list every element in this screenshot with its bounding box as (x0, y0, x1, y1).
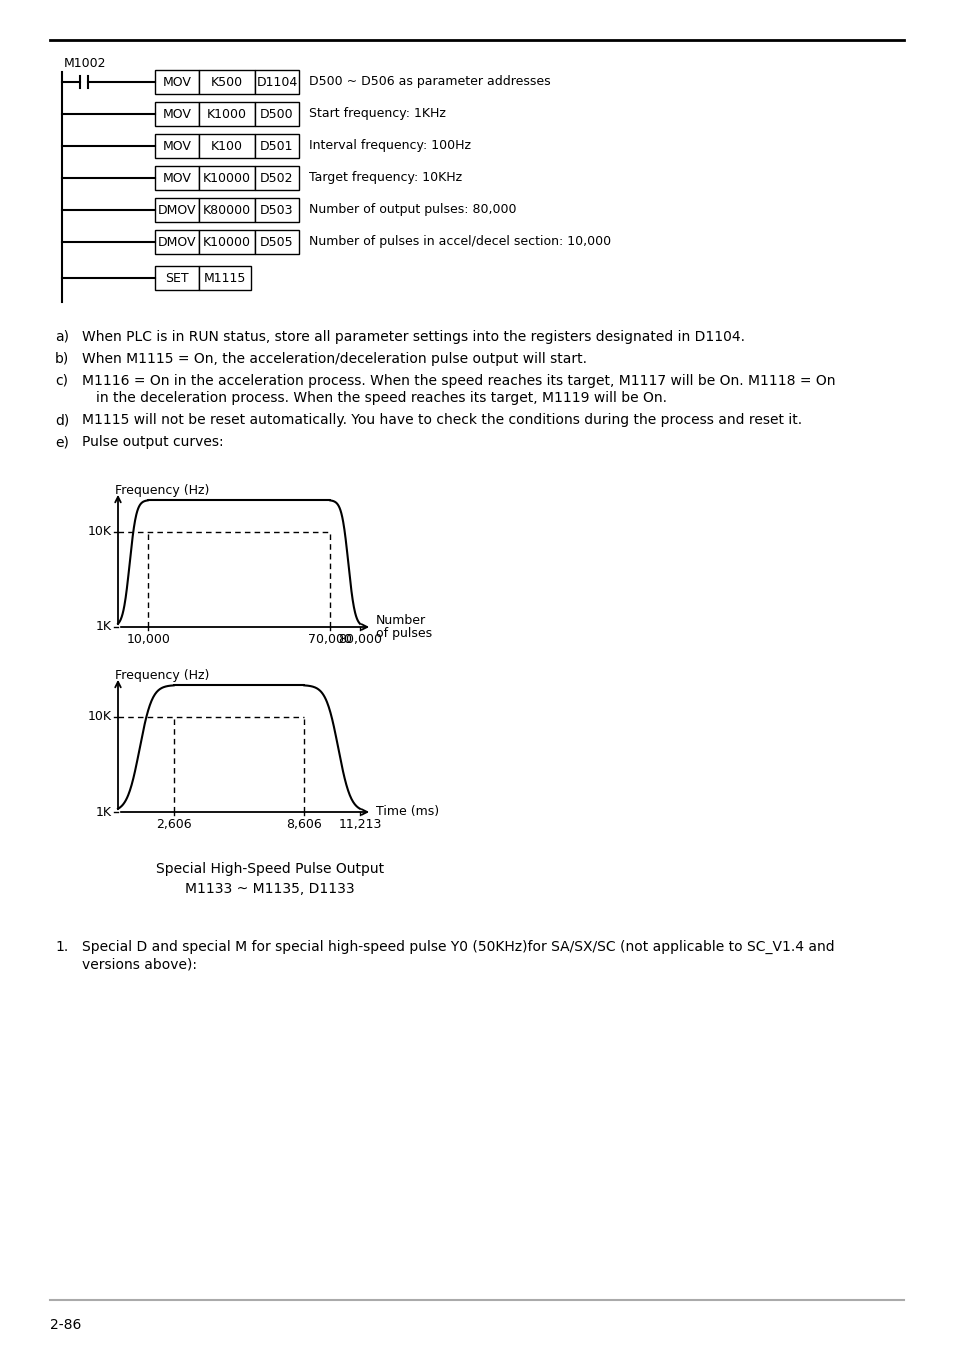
Bar (254, 166, 298, 190)
Text: 1K: 1K (96, 806, 112, 818)
Text: M1133 ~ M1135, D1133: M1133 ~ M1135, D1133 (185, 882, 355, 896)
Bar (254, 230, 298, 254)
Text: 70,000: 70,000 (308, 633, 352, 647)
Text: e): e) (55, 435, 69, 450)
Bar (199, 70, 254, 95)
Text: MOV: MOV (162, 108, 192, 120)
Bar (154, 103, 199, 126)
Text: DMOV: DMOV (157, 204, 196, 216)
Text: MOV: MOV (162, 139, 192, 153)
Text: Special D and special M for special high-speed pulse Y0 (50KHz)for SA/SX/SC (not: Special D and special M for special high… (82, 940, 834, 954)
Text: Frequency (Hz): Frequency (Hz) (115, 485, 209, 497)
Text: K10000: K10000 (203, 171, 251, 185)
Text: D502: D502 (260, 171, 294, 185)
Text: versions above):: versions above): (82, 958, 196, 972)
Text: in the deceleration process. When the speed reaches its target, M1119 will be On: in the deceleration process. When the sp… (96, 392, 666, 405)
Bar (199, 266, 251, 290)
Text: Number of pulses in accel/decel section: 10,000: Number of pulses in accel/decel section:… (309, 235, 611, 248)
Text: a): a) (55, 329, 69, 344)
Text: D501: D501 (260, 139, 294, 153)
Text: SET: SET (165, 271, 189, 285)
Bar (154, 266, 199, 290)
Text: Number: Number (375, 614, 426, 628)
Text: 2-86: 2-86 (50, 1318, 81, 1332)
Text: D1104: D1104 (256, 76, 297, 89)
Bar (154, 166, 199, 190)
Text: Interval frequency: 100Hz: Interval frequency: 100Hz (309, 139, 471, 153)
Text: When PLC is in RUN status, store all parameter settings into the registers desig: When PLC is in RUN status, store all par… (82, 329, 744, 344)
Text: M1115: M1115 (204, 271, 246, 285)
Bar (254, 70, 298, 95)
Text: d): d) (55, 413, 70, 427)
Text: D505: D505 (260, 235, 294, 248)
Text: Frequency (Hz): Frequency (Hz) (115, 670, 209, 682)
Text: 8,606: 8,606 (286, 818, 321, 832)
Text: K1000: K1000 (207, 108, 247, 120)
Text: Start frequency: 1KHz: Start frequency: 1KHz (309, 108, 445, 120)
Text: 10,000: 10,000 (126, 633, 170, 647)
Text: MOV: MOV (162, 76, 192, 89)
Text: M1002: M1002 (64, 57, 107, 70)
Text: 2,606: 2,606 (156, 818, 192, 832)
Text: b): b) (55, 352, 70, 366)
Text: 80,000: 80,000 (337, 633, 381, 647)
Text: M1116 = On in the acceleration process. When the speed reaches its target, M1117: M1116 = On in the acceleration process. … (82, 374, 835, 387)
Bar (154, 198, 199, 221)
Text: 11,213: 11,213 (338, 818, 381, 832)
Text: 1.: 1. (55, 940, 69, 954)
Text: K500: K500 (211, 76, 243, 89)
Text: Target frequency: 10KHz: Target frequency: 10KHz (309, 171, 461, 185)
Text: K80000: K80000 (203, 204, 251, 216)
Text: M1115 will not be reset automatically. You have to check the conditions during t: M1115 will not be reset automatically. Y… (82, 413, 801, 427)
Text: 10K: 10K (88, 710, 112, 724)
Bar (199, 103, 254, 126)
Bar (199, 166, 254, 190)
Text: 1K: 1K (96, 621, 112, 633)
Text: D503: D503 (260, 204, 294, 216)
Text: D500 ~ D506 as parameter addresses: D500 ~ D506 as parameter addresses (309, 76, 550, 89)
Text: MOV: MOV (162, 171, 192, 185)
Text: Number of output pulses: 80,000: Number of output pulses: 80,000 (309, 204, 516, 216)
Bar (154, 230, 199, 254)
Text: DMOV: DMOV (157, 235, 196, 248)
Text: Pulse output curves:: Pulse output curves: (82, 435, 223, 450)
Text: Special High-Speed Pulse Output: Special High-Speed Pulse Output (155, 863, 384, 876)
Text: K100: K100 (211, 139, 243, 153)
Bar (254, 198, 298, 221)
Bar (254, 134, 298, 158)
Text: K10000: K10000 (203, 235, 251, 248)
Bar (154, 134, 199, 158)
Text: Time (ms): Time (ms) (375, 806, 438, 818)
Text: When M1115 = On, the acceleration/deceleration pulse output will start.: When M1115 = On, the acceleration/decele… (82, 352, 586, 366)
Text: c): c) (55, 374, 68, 387)
Text: of pulses: of pulses (375, 626, 432, 640)
Bar (199, 230, 254, 254)
Bar (199, 134, 254, 158)
Bar (199, 198, 254, 221)
Text: 10K: 10K (88, 525, 112, 539)
Bar (154, 70, 199, 95)
Text: D500: D500 (260, 108, 294, 120)
Bar (254, 103, 298, 126)
